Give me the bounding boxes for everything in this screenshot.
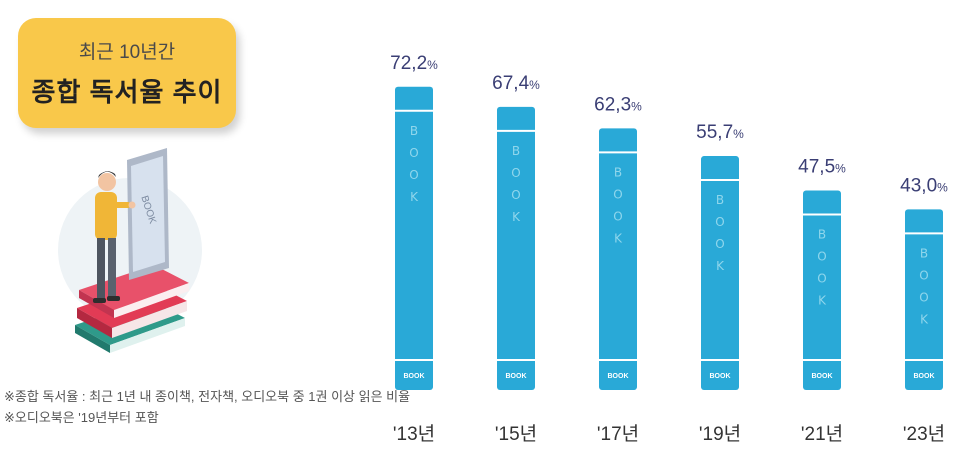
data-label-unit: % xyxy=(529,78,540,92)
data-label: 62,3% xyxy=(594,94,642,115)
bar-spine-letter: B xyxy=(410,124,418,138)
bar xyxy=(599,128,637,390)
footnotes: ※종합 독서율 : 최근 1년 내 종이책, 전자책, 오디오북 중 1권 이상… xyxy=(4,386,410,428)
bar-spine-letter: O xyxy=(511,188,520,202)
bar-bottom-label: BOOK xyxy=(710,373,731,380)
bar-spine-letter: K xyxy=(512,210,521,224)
bar-spine-letter: O xyxy=(511,166,520,180)
bar-spine-letter: B xyxy=(920,246,928,260)
bar-spine-letter: O xyxy=(817,272,826,286)
bar-bottom-label: BOOK xyxy=(812,373,833,380)
bar-spine-letter: B xyxy=(818,228,826,242)
bar-spine-letter: O xyxy=(817,250,826,264)
x-tick-label: '23년 xyxy=(903,423,945,445)
title-card: 최근 10년간 종합 독서율 추이 xyxy=(18,18,236,128)
data-label: 47,5% xyxy=(798,157,846,178)
footnote-audiobook: ※오디오북은 '19년부터 포함 xyxy=(4,410,159,425)
bar-spine-letter: O xyxy=(919,290,928,304)
bar-spine-letter: O xyxy=(613,187,622,201)
x-tick-label: '17년 xyxy=(597,423,639,445)
bar-spine-letter: O xyxy=(715,215,724,229)
footnote-definition: ※종합 독서율 : 최근 1년 내 종이책, 전자책, 오디오북 중 1권 이상… xyxy=(4,389,411,404)
data-label-unit: % xyxy=(733,127,744,141)
bar xyxy=(905,209,943,390)
data-label: 67,4% xyxy=(492,73,540,94)
x-tick-label: '13년 xyxy=(393,423,435,445)
bar-spine-letter: B xyxy=(614,165,622,179)
bar xyxy=(803,190,841,390)
bar-spine-letter: O xyxy=(409,168,418,182)
data-label-unit: % xyxy=(937,180,948,194)
x-tick-label: '15년 xyxy=(495,423,537,445)
data-label-unit: % xyxy=(427,58,438,72)
bar-spine-letter: K xyxy=(818,294,827,308)
bar xyxy=(395,86,433,390)
bar-bottom-label: BOOK xyxy=(608,373,629,380)
bar-spine-letter: O xyxy=(919,268,928,282)
bar-spine-letter: K xyxy=(614,231,623,245)
bar-bottom-label: BOOK xyxy=(506,373,527,380)
x-tick-label: '19년 xyxy=(699,423,741,445)
bar-bottom-label: BOOK xyxy=(914,373,935,380)
bar xyxy=(701,156,739,390)
data-label-unit: % xyxy=(631,99,642,113)
reading-rate-bar-chart: BOOKBOOK72,2%'13년BOOKBOOK67,4%'15년BOOKBO… xyxy=(390,53,948,446)
data-label: 55,7% xyxy=(696,122,744,143)
chart-subtitle: 최근 10년간 xyxy=(78,42,176,63)
bar-spine-letter: O xyxy=(715,237,724,251)
chart-title: 종합 독서율 추이 xyxy=(31,77,223,107)
x-tick-label: '21년 xyxy=(801,423,843,445)
data-label: 43,0% xyxy=(900,175,948,196)
bar-spine-letter: K xyxy=(716,259,725,273)
bar xyxy=(497,106,535,391)
bar-bottom-label: BOOK xyxy=(404,373,425,380)
bar-spine-letter: O xyxy=(409,146,418,160)
bar-spine-letter: B xyxy=(512,144,520,158)
bar-spine-letter: K xyxy=(410,190,419,204)
bar-spine-letter: K xyxy=(920,312,929,326)
data-label-unit: % xyxy=(835,162,846,176)
data-label: 72,2% xyxy=(390,53,438,74)
reader-illustration: BOOK xyxy=(58,148,202,353)
bar-spine-letter: B xyxy=(716,193,724,207)
bar-spine-letter: O xyxy=(613,209,622,223)
